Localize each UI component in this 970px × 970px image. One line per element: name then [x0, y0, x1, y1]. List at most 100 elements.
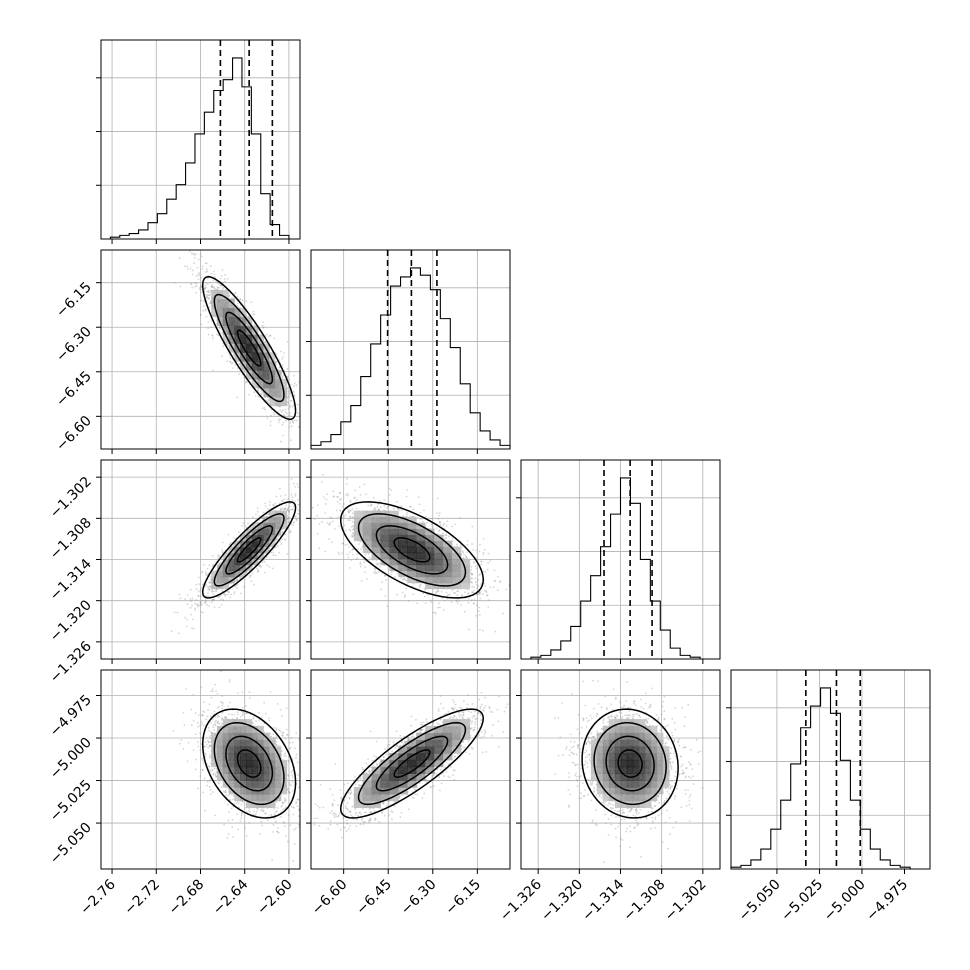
- sample-point: [279, 409, 282, 412]
- sample-point: [364, 571, 366, 574]
- density-cell: [275, 387, 282, 398]
- density-cell: [269, 361, 276, 371]
- sample-point: [207, 290, 210, 293]
- sample-point: [475, 567, 478, 570]
- sample-point: [419, 583, 422, 586]
- sample-point: [482, 553, 485, 556]
- sample-point: [364, 566, 367, 569]
- sample-point: [232, 593, 235, 595]
- sample-point: [293, 500, 296, 503]
- sample-point: [480, 583, 482, 585]
- sample-point: [191, 286, 194, 289]
- sample-point: [442, 609, 445, 612]
- sample-point: [349, 509, 351, 512]
- sample-point: [260, 392, 263, 395]
- scatter-panel-1-2: [96, 249, 309, 454]
- sample-point: [350, 559, 352, 562]
- sample-point: [200, 586, 203, 589]
- sample-point: [309, 504, 311, 506]
- sample-point: [192, 269, 194, 272]
- sample-point: [204, 308, 207, 311]
- density-cell: [234, 307, 241, 318]
- sample-point: [292, 482, 295, 485]
- sample-point: [347, 494, 350, 497]
- sample-point: [290, 508, 293, 511]
- contour-line: [236, 537, 262, 563]
- sample-point: [195, 253, 197, 255]
- sample-point: [212, 369, 215, 372]
- sample-point: [438, 521, 441, 524]
- sample-point: [216, 556, 219, 559]
- density-cell: [257, 522, 264, 530]
- sample-point: [238, 531, 240, 533]
- sample-point: [282, 421, 285, 424]
- sample-point: [201, 570, 204, 573]
- sample-point: [227, 591, 230, 594]
- density-cell: [251, 361, 259, 371]
- density-cell: [228, 552, 235, 560]
- sample-point: [281, 499, 283, 502]
- sample-point: [396, 593, 398, 596]
- sample-point: [213, 590, 216, 593]
- sample-point: [290, 425, 293, 428]
- sample-point: [218, 325, 221, 328]
- sample-point: [464, 591, 466, 594]
- plot-layer: −2.76 −2.72 −2.68 −2.64 −2.60 −6.60 −6.45 −6.30…: [47, 39, 931, 924]
- density-cell: [257, 378, 264, 389]
- sample-point: [337, 516, 340, 518]
- sample-point: [248, 576, 251, 579]
- sample-point: [301, 491, 303, 493]
- sample-point: [253, 391, 256, 394]
- sample-point: [283, 507, 286, 510]
- sample-point: [403, 596, 406, 598]
- sample-point: [200, 604, 202, 607]
- density-cell: [245, 343, 253, 353]
- sample-point: [184, 598, 186, 601]
- scatter-panel-1-3: [96, 459, 311, 664]
- sample-point: [173, 611, 176, 614]
- sample-point: [242, 522, 245, 524]
- density-cell: [240, 552, 247, 560]
- density-cell: [222, 558, 230, 566]
- density-cell: [280, 378, 288, 389]
- sample-point: [380, 588, 383, 591]
- sample-point: [198, 274, 201, 277]
- sample-point: [297, 425, 300, 428]
- sample-point: [223, 593, 226, 596]
- sample-point: [257, 395, 260, 398]
- sample-point: [200, 255, 203, 258]
- sample-point: [274, 554, 277, 557]
- sample-point: [487, 552, 490, 555]
- sample-point: [199, 286, 202, 289]
- sample-point: [307, 442, 309, 444]
- sample-point: [203, 601, 206, 604]
- density-cell: [240, 316, 247, 326]
- sample-point: [199, 288, 202, 291]
- sample-point: [208, 564, 211, 567]
- sample-point: [201, 265, 204, 268]
- sample-point: [216, 333, 219, 336]
- sample-point: [465, 557, 468, 559]
- density-cell: [211, 289, 218, 300]
- sample-point: [204, 284, 207, 287]
- sample-point: [402, 515, 405, 517]
- sample-point: [264, 408, 267, 411]
- sample-point: [264, 502, 267, 505]
- sample-point: [498, 581, 501, 583]
- sample-point: [213, 270, 216, 273]
- sample-point: [287, 509, 289, 512]
- sample-point: [194, 602, 196, 605]
- sample-point: [257, 388, 260, 391]
- sample-point: [268, 504, 271, 507]
- sample-point: [338, 525, 340, 528]
- sample-point: [286, 375, 289, 378]
- sample-point: [288, 407, 290, 410]
- panel-contents: [311, 473, 510, 633]
- density-cell: [251, 522, 259, 530]
- sample-point: [284, 508, 286, 511]
- sample-point: [194, 282, 196, 284]
- sample-point: [479, 597, 482, 600]
- sample-point: [296, 499, 299, 501]
- sample-point: [443, 538, 446, 540]
- sample-point: [482, 629, 484, 632]
